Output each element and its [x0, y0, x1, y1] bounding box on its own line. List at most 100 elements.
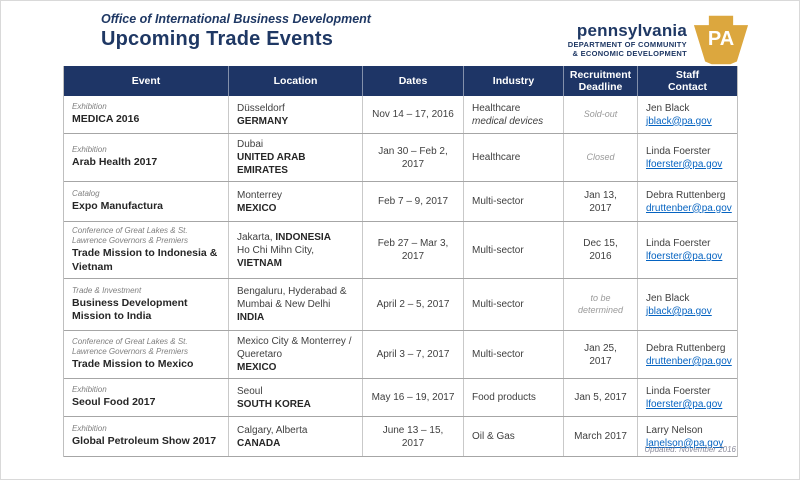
deadline-cell: Closed: [564, 134, 638, 181]
event-cell: Exhibition Global Petroleum Show 2017: [64, 417, 229, 457]
dates-cell: April 3 – 7, 2017: [363, 331, 464, 379]
event-cell: Exhibition MEDICA 2016: [64, 96, 229, 133]
industry-cell: Multi-sector: [464, 182, 564, 221]
recruitment-deadline: Sold-out: [583, 108, 618, 119]
event-name: Business Development Mission to India: [72, 296, 188, 323]
industry-name: Oil & Gas: [472, 431, 515, 443]
event-category: Catalog: [72, 189, 100, 199]
contact-name: Debra Ruttenberg: [646, 342, 726, 354]
masthead: Office of International Business Develop…: [101, 12, 371, 51]
event-dates: June 13 – 15, 2017: [382, 424, 444, 449]
recruitment-deadline: March 2017: [574, 431, 627, 443]
logo-text: pennsylvania DEPARTMENT OF COMMUNITY & E…: [567, 20, 687, 59]
contact-name: Jen Black: [646, 292, 690, 304]
location-line: Düsseldorf: [237, 102, 354, 115]
recruitment-deadline: Jan 25, 2017: [584, 342, 617, 367]
column-header-staff-contact: Staff Contact: [667, 68, 708, 93]
table-row: Catalog Expo Manufactura Monterrey MEXIC…: [64, 182, 737, 222]
contact-name: Linda Foerster: [646, 238, 711, 250]
contact-email-link[interactable]: jblack@pa.gov: [646, 115, 712, 127]
dates-cell: Jan 30 – Feb 2, 2017: [363, 134, 464, 181]
event-name: Global Petroleum Show 2017: [72, 435, 217, 448]
location-city: Dubai: [237, 139, 264, 150]
industry-cell: Healthcare medical devices: [464, 96, 564, 133]
event-category: Exhibition: [72, 385, 107, 395]
contact-email-link[interactable]: druttenber@pa.gov: [646, 355, 732, 367]
event-category: Conference of Great Lakes & St. Lawrence…: [72, 226, 189, 245]
event-cell: Catalog Expo Manufactura: [64, 182, 229, 221]
deadline-cell: Jan 5, 2017: [564, 379, 638, 417]
event-cell: Exhibition Seoul Food 2017: [64, 379, 229, 417]
logo-state-name: pennsylvania: [576, 20, 687, 40]
recruitment-deadline: Dec 15, 2016: [583, 238, 618, 263]
page-title: Upcoming Trade Events: [101, 28, 334, 50]
pa-dced-logo: pennsylvania DEPARTMENT OF COMMUNITY & E…: [568, 14, 749, 66]
column-header-location: Location: [229, 66, 363, 96]
industry-cell: Healthcare: [464, 134, 564, 181]
location-cell: Bengaluru, Hyderabad & Mumbai & New Delh…: [229, 279, 363, 331]
location-line: Monterrey: [237, 189, 354, 202]
updated-note: Updated: November 2016: [644, 445, 736, 454]
event-dates: April 3 – 7, 2017: [376, 349, 450, 361]
event-category: Conference of Great Lakes & St. Lawrence…: [72, 337, 189, 357]
event-name: Trade Mission to Indonesia & Vietnam: [72, 247, 218, 273]
dates-cell: Feb 7 – 9, 2017: [363, 182, 464, 221]
deadline-cell: to be determined: [564, 279, 638, 331]
staff-contact-cell: Debra Ruttenberg druttenber@pa.gov: [638, 182, 737, 221]
location-country: GERMANY: [237, 115, 289, 127]
location-line: Dubai: [237, 138, 354, 151]
location-cell: Seoul SOUTH KOREA: [229, 379, 363, 417]
column-header-industry: Industry: [464, 66, 564, 96]
table-row: Exhibition Arab Health 2017 Dubai UNITED…: [64, 134, 737, 182]
location-city: Bengaluru, Hyderabad & Mumbai & New Delh…: [237, 286, 347, 311]
location-city: Seoul: [237, 385, 263, 397]
location-cell: Jakarta, INDONESIA Ho Chi Mihn City, VIE…: [229, 222, 363, 279]
contact-email-link[interactable]: jblack@pa.gov: [646, 305, 712, 317]
column-header-dates: Dates: [363, 66, 464, 96]
table-row: Exhibition Seoul Food 2017 Seoul SOUTH K…: [64, 379, 737, 418]
contact-email-link[interactable]: lfoerster@pa.gov: [646, 251, 723, 263]
event-category: Exhibition: [72, 102, 107, 112]
location-country-inline: VIETNAM: [237, 257, 282, 269]
location-country: UNITED ARAB EMIRATES: [237, 152, 306, 176]
deadline-cell: Dec 15, 2016: [564, 222, 638, 279]
keystone-pa-text: PA: [707, 28, 735, 50]
contact-name: Linda Foerster: [646, 145, 711, 157]
contact-email-link[interactable]: lanelson@pa.gov: [646, 437, 724, 449]
location-cell: Mexico City & Monterrey / Queretaro MEXI…: [229, 331, 363, 379]
location-city: Jakarta,: [237, 231, 276, 243]
location-line: Bengaluru, Hyderabad & Mumbai & New Delh…: [237, 285, 354, 311]
dates-cell: Nov 14 – 17, 2016: [363, 96, 464, 133]
location-cell: Dubai UNITED ARAB EMIRATES: [229, 134, 363, 181]
location-country: INDIA: [237, 312, 265, 324]
logo-dept-line1: DEPARTMENT OF COMMUNITY: [567, 39, 687, 49]
event-dates: May 16 – 19, 2017: [371, 392, 455, 404]
industry-name: Multi-sector: [472, 244, 524, 256]
staff-contact-cell: Jen Black jblack@pa.gov: [638, 96, 737, 133]
location-cell: Düsseldorf GERMANY: [229, 96, 363, 133]
deadline-cell: Sold-out: [564, 96, 638, 133]
contact-email-link[interactable]: lfoerster@pa.gov: [646, 398, 723, 410]
staff-contact-cell: Jen Black jblack@pa.gov: [638, 279, 737, 330]
event-name: Seoul Food 2017: [72, 396, 156, 409]
table-row: Exhibition Global Petroleum Show 2017 Ca…: [64, 417, 737, 458]
contact-email-link[interactable]: lfoerster@pa.gov: [646, 158, 723, 170]
industry-name: Healthcare: [472, 152, 521, 163]
event-cell: Conference of Great Lakes & St. Lawrence…: [64, 222, 229, 279]
column-header-recruitment-deadline: Recruitment Deadline: [564, 66, 638, 96]
location-cell: Monterrey MEXICO: [229, 182, 363, 221]
location-city: Düsseldorf: [237, 102, 285, 114]
location-line: Jakarta, INDONESIA: [237, 231, 354, 244]
table-row: Conference of Great Lakes & St. Lawrence…: [64, 331, 737, 380]
column-header-event: Event: [64, 66, 229, 96]
event-category: Trade & Investment: [72, 285, 142, 295]
contact-email-link[interactable]: druttenber@pa.gov: [646, 202, 732, 214]
industry-name: Healthcare: [472, 102, 521, 114]
location-country: MEXICO: [237, 202, 277, 214]
industry-subtype: medical devices: [472, 115, 544, 127]
event-name: Arab Health 2017: [72, 156, 158, 169]
org-name: Office of International Business Develop…: [101, 12, 371, 26]
table-row: Exhibition MEDICA 2016 Düsseldorf GERMAN…: [64, 96, 737, 134]
staff-contact-cell: Linda Foerster lfoerster@pa.gov: [638, 222, 737, 278]
location-country-inline: INDONESIA: [275, 231, 331, 243]
